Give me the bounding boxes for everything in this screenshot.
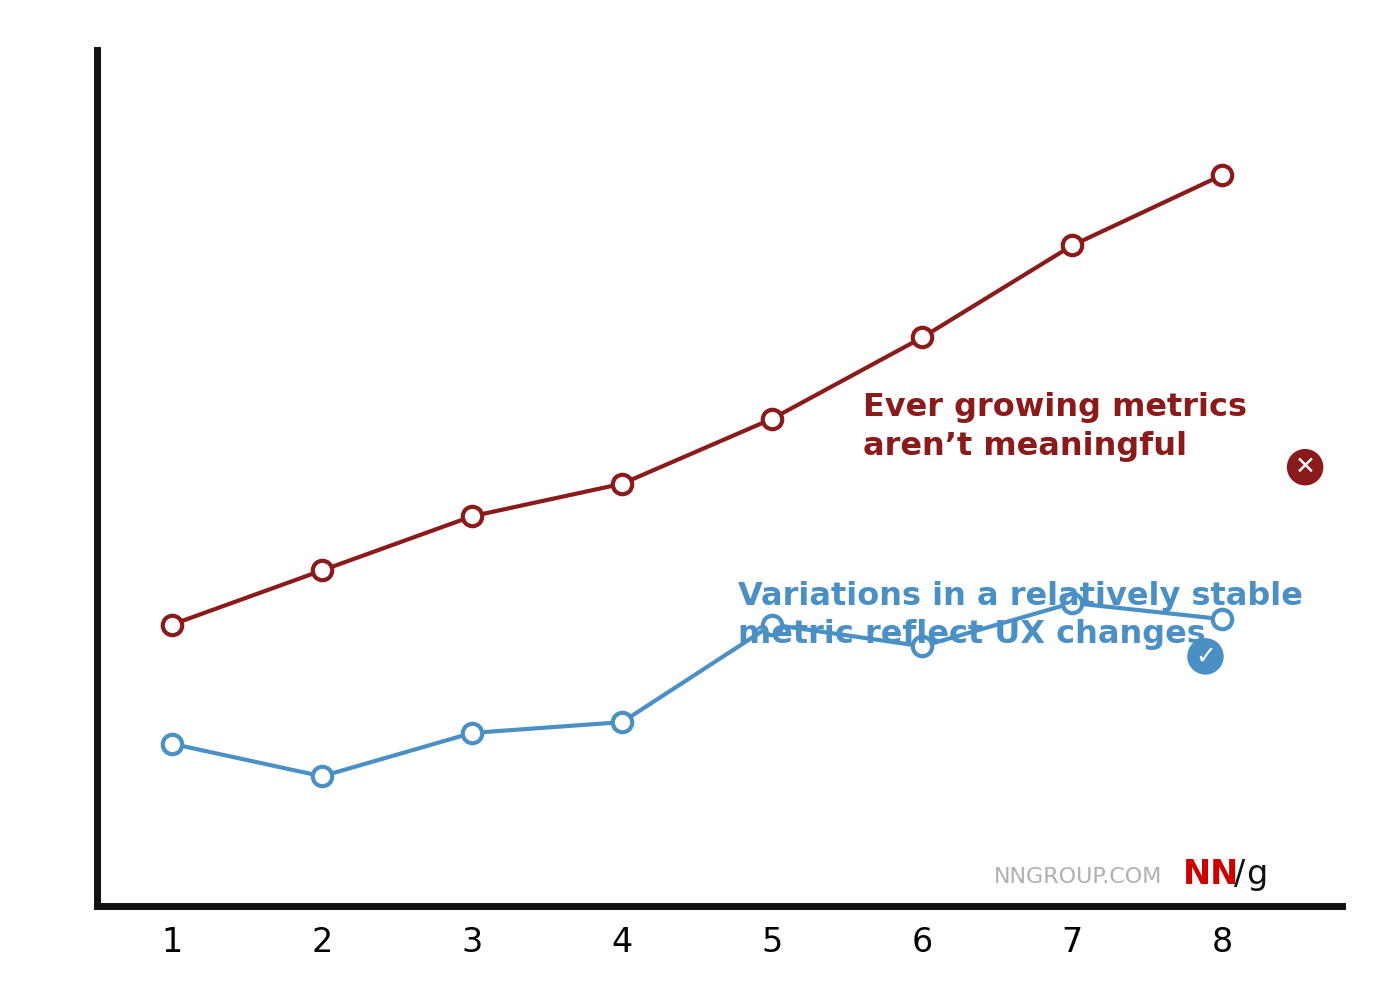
Text: g: g: [1247, 858, 1268, 891]
Text: Ever growing metrics
aren’t meaningful: Ever growing metrics aren’t meaningful: [864, 393, 1247, 461]
Text: ✕: ✕: [1294, 455, 1316, 479]
Text: NN: NN: [1183, 858, 1239, 891]
Text: Variations in a relatively stable
metric reflect UX changes: Variations in a relatively stable metric…: [738, 581, 1304, 650]
Text: ✓: ✓: [1194, 644, 1217, 669]
Text: /: /: [1235, 858, 1246, 891]
Text: NNGROUP.COM: NNGROUP.COM: [994, 867, 1163, 887]
